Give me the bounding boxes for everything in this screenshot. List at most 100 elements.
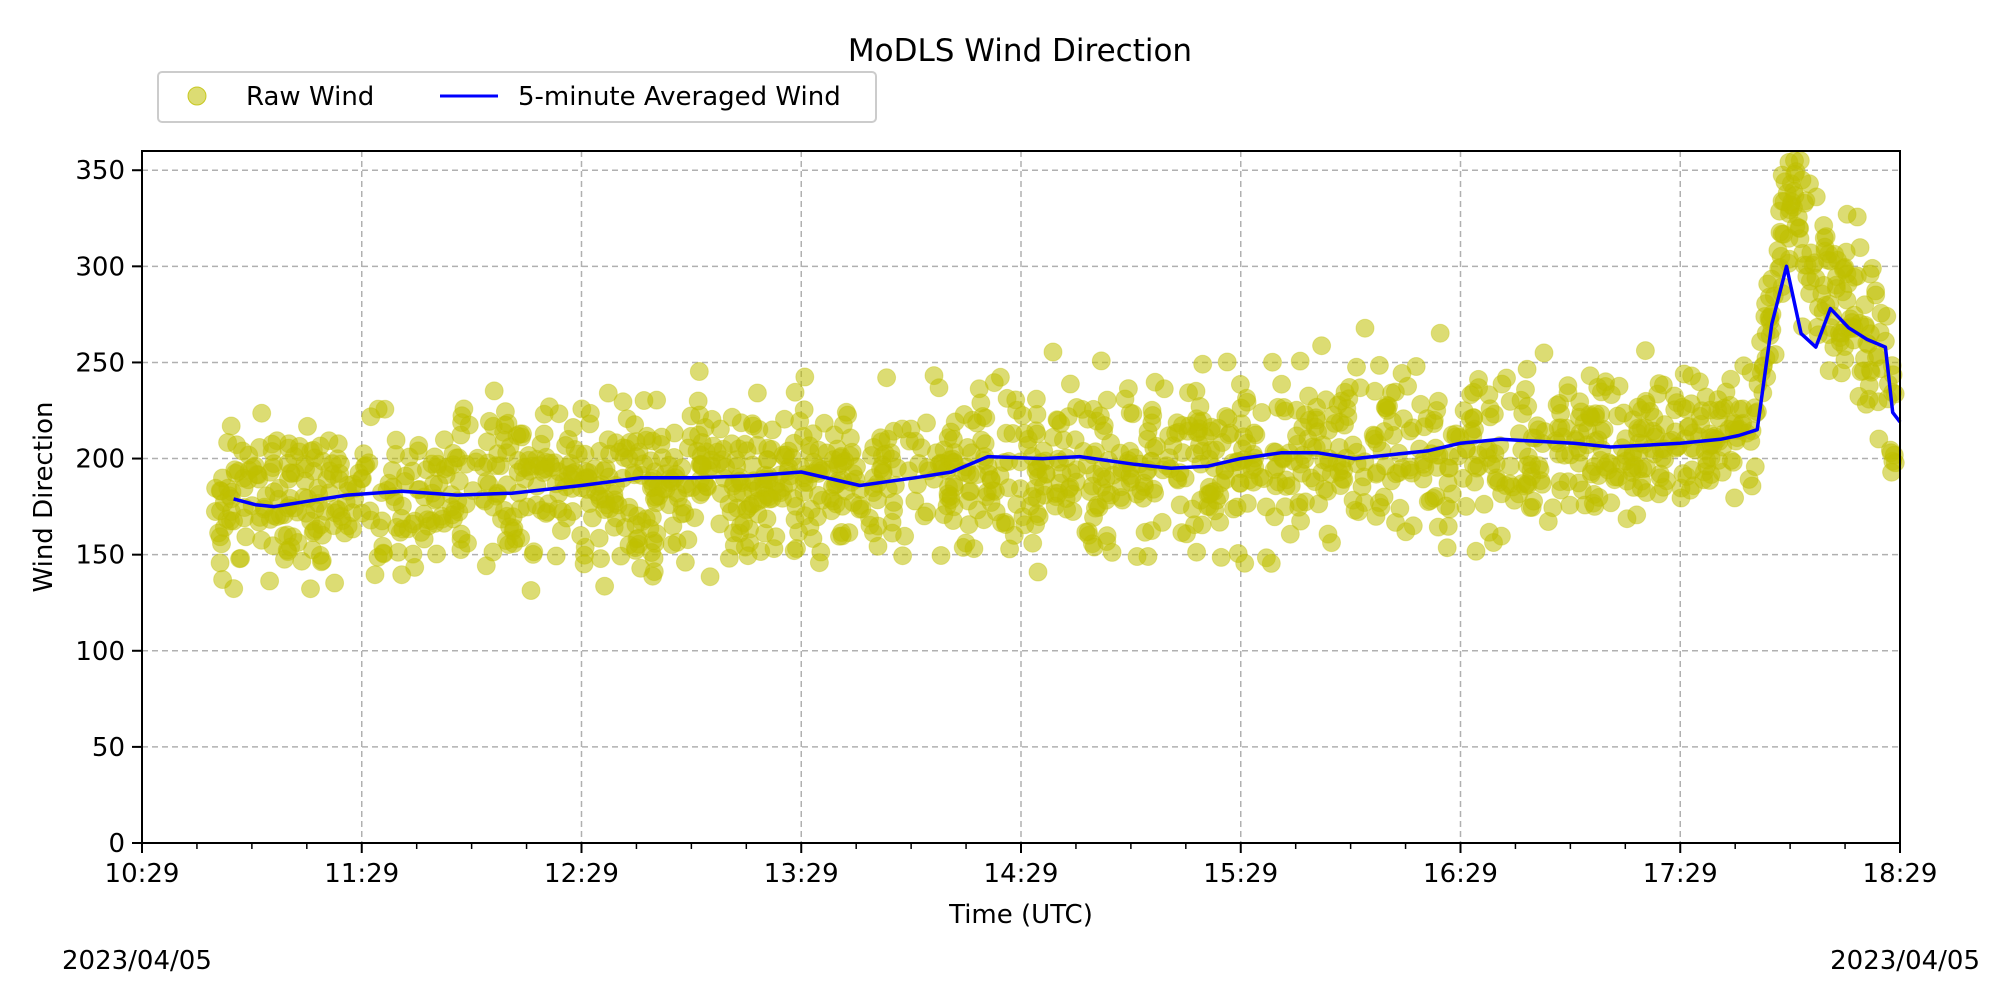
raw-wind-point	[452, 413, 472, 433]
y-tick-label: 0	[108, 829, 125, 859]
raw-wind-point	[476, 556, 496, 576]
raw-wind-point	[1850, 238, 1870, 258]
raw-wind-point	[939, 477, 958, 497]
x-tick-label: 18:29	[1863, 859, 1938, 889]
raw-wind-point	[800, 517, 820, 537]
raw-wind-point	[666, 464, 686, 484]
raw-wind-point	[1094, 416, 1114, 435]
raw-wind-point	[388, 542, 408, 562]
raw-wind-point	[695, 418, 715, 437]
raw-wind-point	[723, 476, 743, 496]
raw-wind-point	[1437, 538, 1457, 558]
raw-wind-point	[311, 552, 331, 572]
raw-wind-point	[1456, 496, 1476, 516]
raw-wind-point	[405, 557, 425, 577]
raw-wind-point	[1592, 421, 1611, 441]
raw-wind-point	[495, 415, 515, 435]
raw-wind-point	[672, 497, 692, 517]
raw-wind-point	[236, 527, 256, 547]
raw-wind-point	[1479, 385, 1499, 405]
raw-wind-point	[675, 552, 695, 572]
raw-wind-point	[1671, 488, 1691, 508]
raw-wind-point	[252, 530, 272, 550]
raw-wind-point	[1464, 408, 1484, 428]
raw-wind-point	[757, 509, 777, 529]
raw-wind-point	[477, 432, 497, 452]
raw-wind-point	[328, 434, 348, 454]
date-left: 2023/04/05	[62, 946, 212, 976]
raw-wind-point	[1866, 347, 1886, 367]
raw-wind-point	[499, 535, 519, 554]
raw-wind-point	[598, 383, 618, 403]
raw-wind-point	[298, 416, 317, 436]
raw-wind-point	[524, 542, 544, 562]
raw-wind-point	[809, 553, 829, 573]
raw-wind-point	[1869, 429, 1889, 449]
raw-wind-point	[1406, 357, 1426, 376]
raw-wind-point	[497, 475, 517, 495]
raw-wind-point	[521, 581, 541, 600]
legend-label-raw-wind: Raw Wind	[246, 82, 374, 112]
raw-wind-point	[613, 392, 633, 412]
raw-wind-point	[1402, 463, 1422, 483]
raw-wind-point	[1721, 369, 1741, 389]
raw-wind-point	[1815, 241, 1835, 261]
raw-wind-point	[934, 505, 954, 525]
raw-wind-point	[1617, 509, 1637, 529]
raw-wind-point	[1877, 306, 1897, 326]
raw-wind-point	[1575, 495, 1595, 515]
raw-wind-point	[1558, 376, 1578, 396]
raw-wind-point	[1463, 455, 1483, 475]
raw-wind-point	[1193, 354, 1213, 374]
legend-marker-raw-wind	[187, 86, 207, 106]
raw-wind-point	[332, 511, 352, 531]
raw-wind-point	[1396, 522, 1416, 542]
raw-wind-point	[354, 444, 374, 464]
raw-wind-point	[1489, 472, 1509, 492]
raw-wind-point	[1228, 544, 1248, 563]
raw-wind-point	[642, 543, 662, 562]
raw-wind-point	[551, 521, 571, 541]
raw-wind-point	[997, 388, 1017, 408]
raw-wind-point	[1263, 352, 1282, 372]
raw-wind-point	[1601, 493, 1621, 513]
raw-wind-point	[971, 393, 991, 413]
raw-wind-point	[1296, 492, 1315, 512]
x-tick-label: 11:29	[324, 859, 399, 889]
raw-wind-point	[1418, 492, 1438, 512]
raw-wind-point	[832, 526, 852, 546]
raw-wind-point	[647, 390, 667, 410]
x-tick-label: 17:29	[1643, 859, 1718, 889]
raw-wind-point	[252, 403, 272, 423]
raw-wind-point	[1551, 480, 1571, 500]
raw-wind-point	[689, 362, 709, 381]
raw-wind-point	[1245, 457, 1265, 477]
raw-wind-point	[563, 418, 583, 437]
raw-wind-point	[1668, 437, 1688, 457]
raw-wind-point	[553, 502, 573, 522]
raw-wind-point	[961, 481, 980, 501]
raw-wind-point	[1705, 426, 1724, 446]
raw-wind-point	[1628, 418, 1648, 438]
raw-wind-point	[1788, 207, 1808, 227]
raw-wind-point	[1212, 433, 1232, 452]
raw-wind-point	[625, 538, 645, 558]
raw-wind-point	[1605, 470, 1625, 490]
raw-wind-point	[1007, 494, 1027, 514]
raw-wind-point	[427, 544, 447, 564]
raw-wind-point	[607, 508, 626, 528]
raw-wind-point	[1517, 359, 1537, 379]
raw-wind-point	[1518, 396, 1538, 416]
raw-wind-point	[1355, 318, 1375, 338]
raw-wind-point	[1517, 474, 1537, 494]
raw-wind-point	[1051, 414, 1071, 434]
raw-wind-point	[1853, 361, 1873, 381]
raw-wind-point	[1004, 525, 1024, 545]
raw-wind-point	[1272, 374, 1292, 394]
raw-wind-point	[572, 399, 592, 419]
raw-wind-point	[1849, 386, 1869, 406]
raw-wind-point	[222, 489, 241, 509]
raw-wind-point	[1835, 350, 1855, 370]
x-axis-label: Time (UTC)	[948, 900, 1093, 930]
raw-wind-point	[1694, 462, 1714, 482]
